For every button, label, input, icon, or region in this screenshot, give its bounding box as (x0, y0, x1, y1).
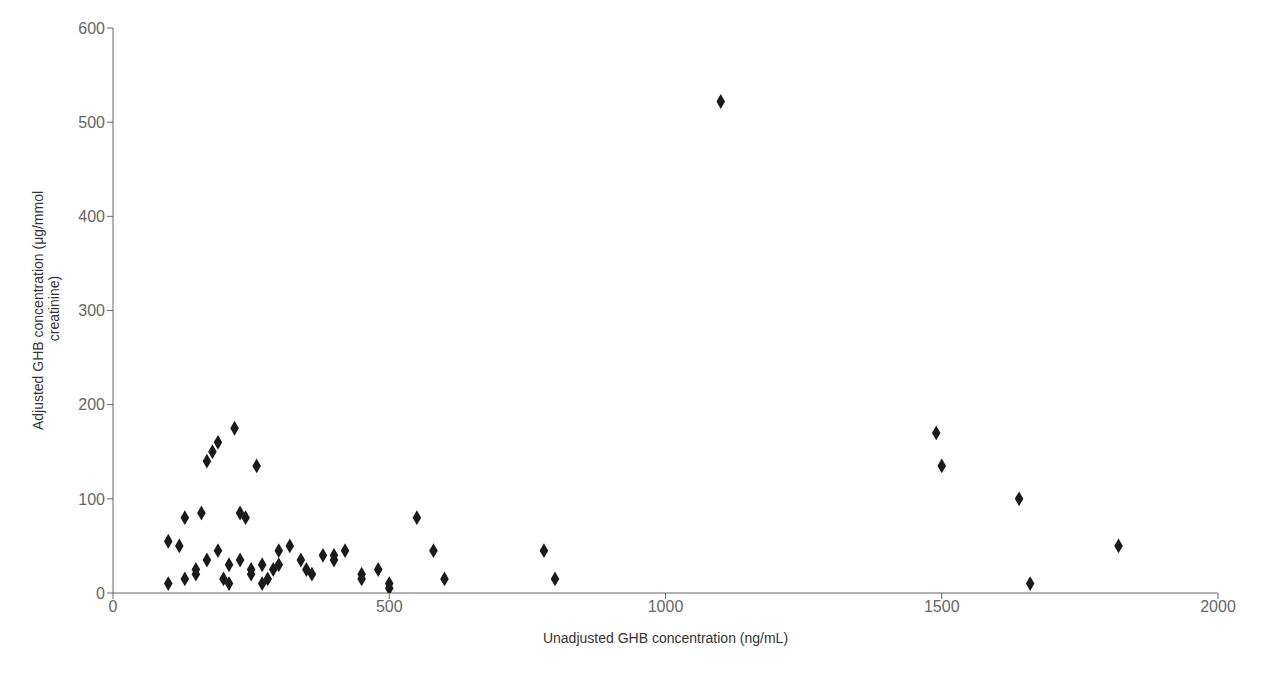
svg-text:2000: 2000 (1200, 598, 1236, 615)
svg-text:0: 0 (96, 585, 105, 602)
svg-text:600: 600 (78, 20, 105, 37)
svg-text:100: 100 (78, 491, 105, 508)
svg-text:300: 300 (78, 302, 105, 319)
svg-text:400: 400 (78, 208, 105, 225)
svg-text:500: 500 (78, 114, 105, 131)
svg-text:1000: 1000 (648, 598, 684, 615)
svg-text:200: 200 (78, 396, 105, 413)
svg-text:Unadjusted GHB concentration (: Unadjusted GHB concentration (ng/mL) (543, 630, 788, 646)
svg-text:1500: 1500 (924, 598, 960, 615)
svg-text:500: 500 (376, 598, 403, 615)
svg-text:Adjusted GHB concentration (μg: Adjusted GHB concentration (μg/mmol crea… (30, 191, 63, 430)
svg-text:0: 0 (109, 598, 118, 615)
